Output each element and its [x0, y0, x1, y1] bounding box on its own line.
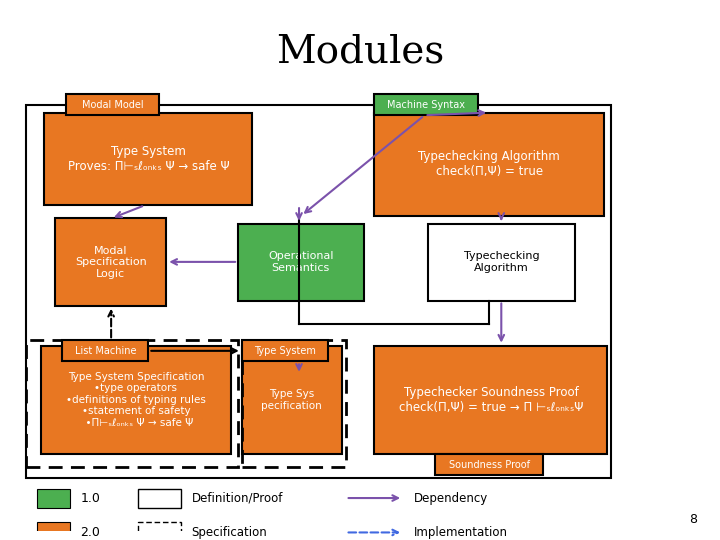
Text: Modules: Modules	[276, 33, 444, 70]
FancyBboxPatch shape	[45, 112, 253, 205]
Text: Typechecking
Algorithm: Typechecking Algorithm	[464, 251, 539, 273]
FancyBboxPatch shape	[55, 219, 166, 306]
FancyBboxPatch shape	[428, 224, 575, 301]
FancyBboxPatch shape	[138, 522, 181, 540]
Text: Machine Syntax: Machine Syntax	[387, 100, 465, 110]
Text: Operational
Semantics: Operational Semantics	[268, 251, 333, 273]
FancyBboxPatch shape	[242, 340, 328, 361]
FancyBboxPatch shape	[374, 112, 604, 216]
FancyBboxPatch shape	[37, 489, 70, 508]
Text: Modal Model: Modal Model	[82, 100, 143, 110]
Text: List Machine: List Machine	[75, 346, 136, 356]
FancyBboxPatch shape	[66, 94, 159, 115]
Text: Specification: Specification	[192, 526, 267, 539]
FancyBboxPatch shape	[436, 454, 543, 475]
Text: Type Sys
pecification: Type Sys pecification	[261, 389, 323, 410]
FancyBboxPatch shape	[41, 346, 231, 454]
Text: 8: 8	[689, 512, 697, 525]
Text: 2.0: 2.0	[81, 526, 100, 539]
Text: Soundness Proof: Soundness Proof	[449, 460, 530, 470]
FancyBboxPatch shape	[242, 346, 342, 454]
Text: Modal
Specification
Logic: Modal Specification Logic	[75, 246, 147, 279]
FancyBboxPatch shape	[63, 340, 148, 361]
Text: Typechecker Soundness Proof
check(Π,Ψ) = true → Π ⊢ₛℓₒₙₖₛΨ: Typechecker Soundness Proof check(Π,Ψ) =…	[399, 386, 583, 414]
Text: Typechecking Algorithm
check(Π,Ψ) = true: Typechecking Algorithm check(Π,Ψ) = true	[418, 150, 560, 178]
Text: Dependency: Dependency	[414, 491, 488, 504]
Text: 1.0: 1.0	[81, 491, 100, 504]
FancyBboxPatch shape	[238, 224, 364, 301]
Text: Implementation: Implementation	[414, 526, 508, 539]
Text: Type System Specification
•type operators
•definitions of typing rules
•statemen: Type System Specification •type operator…	[66, 372, 206, 428]
FancyBboxPatch shape	[374, 346, 608, 454]
FancyBboxPatch shape	[138, 489, 181, 508]
FancyBboxPatch shape	[374, 94, 478, 115]
FancyBboxPatch shape	[37, 522, 70, 540]
Text: Type System
Proves: Π⊢ₛℓₒₙₖₛ Ψ → safe Ψ: Type System Proves: Π⊢ₛℓₒₙₖₛ Ψ → safe Ψ	[68, 145, 229, 173]
Text: Type System: Type System	[253, 346, 315, 356]
Text: Definition/Proof: Definition/Proof	[192, 491, 283, 504]
